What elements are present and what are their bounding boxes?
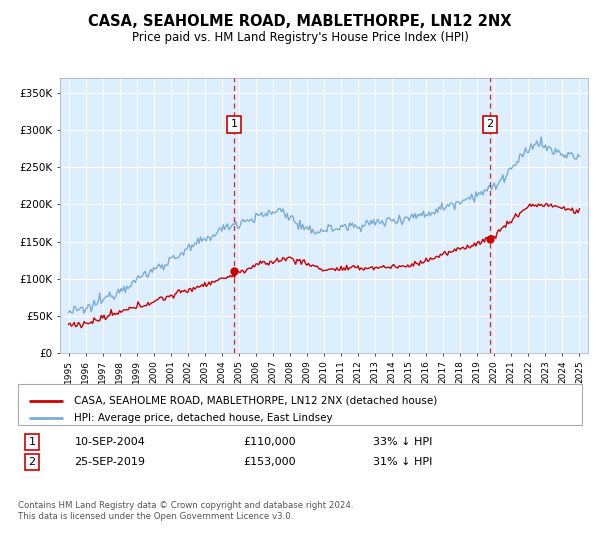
Text: 2: 2 — [29, 457, 35, 466]
Text: Price paid vs. HM Land Registry's House Price Index (HPI): Price paid vs. HM Land Registry's House … — [131, 31, 469, 44]
Text: 1: 1 — [230, 119, 238, 129]
Text: 31% ↓ HPI: 31% ↓ HPI — [373, 457, 433, 466]
Text: £110,000: £110,000 — [244, 437, 296, 447]
Text: CASA, SEAHOLME ROAD, MABLETHORPE, LN12 2NX (detached house): CASA, SEAHOLME ROAD, MABLETHORPE, LN12 2… — [74, 396, 437, 406]
FancyBboxPatch shape — [18, 384, 582, 425]
Text: 10-SEP-2004: 10-SEP-2004 — [74, 437, 145, 447]
Text: Contains HM Land Registry data © Crown copyright and database right 2024.
This d: Contains HM Land Registry data © Crown c… — [18, 501, 353, 521]
Text: CASA, SEAHOLME ROAD, MABLETHORPE, LN12 2NX: CASA, SEAHOLME ROAD, MABLETHORPE, LN12 2… — [88, 14, 512, 29]
Text: 33% ↓ HPI: 33% ↓ HPI — [373, 437, 433, 447]
Text: £153,000: £153,000 — [244, 457, 296, 466]
Text: HPI: Average price, detached house, East Lindsey: HPI: Average price, detached house, East… — [74, 413, 333, 423]
Text: 1: 1 — [29, 437, 35, 447]
Text: 25-SEP-2019: 25-SEP-2019 — [74, 457, 145, 466]
Text: 2: 2 — [486, 119, 493, 129]
